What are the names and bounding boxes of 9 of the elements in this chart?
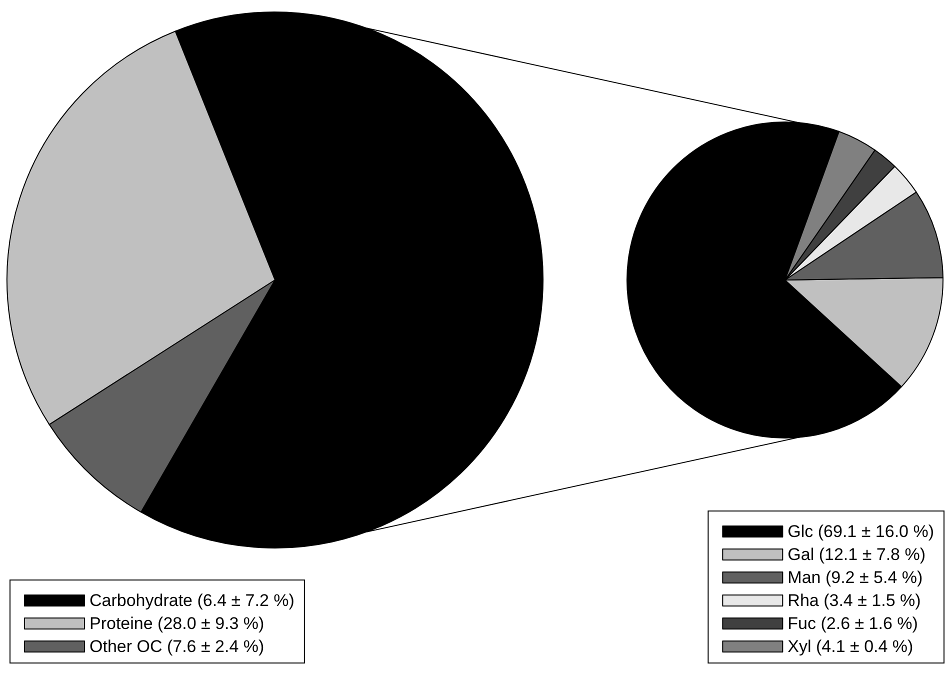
legend-label: Carbohydrate (6.4 ± 7.2 %) [90, 591, 294, 610]
legend-label: Rha (3.4 ± 1.5 %) [788, 591, 921, 610]
legend-label: Other OC (7.6 ± 2.4 %) [90, 637, 264, 656]
legend-label: Gal (12.1 ± 7.8 %) [788, 545, 926, 564]
legend-label: Proteine (28.0 ± 9.3 %) [90, 614, 264, 633]
legend-label: Glc (69.1 ± 16.0 %) [788, 522, 934, 541]
legend-label: Xyl (4.1 ± 0.4 %) [788, 637, 914, 656]
legend-label: Fuc (2.6 ± 1.6 %) [788, 614, 918, 633]
legend-label: Man (9.2 ± 5.4 %) [788, 568, 923, 587]
